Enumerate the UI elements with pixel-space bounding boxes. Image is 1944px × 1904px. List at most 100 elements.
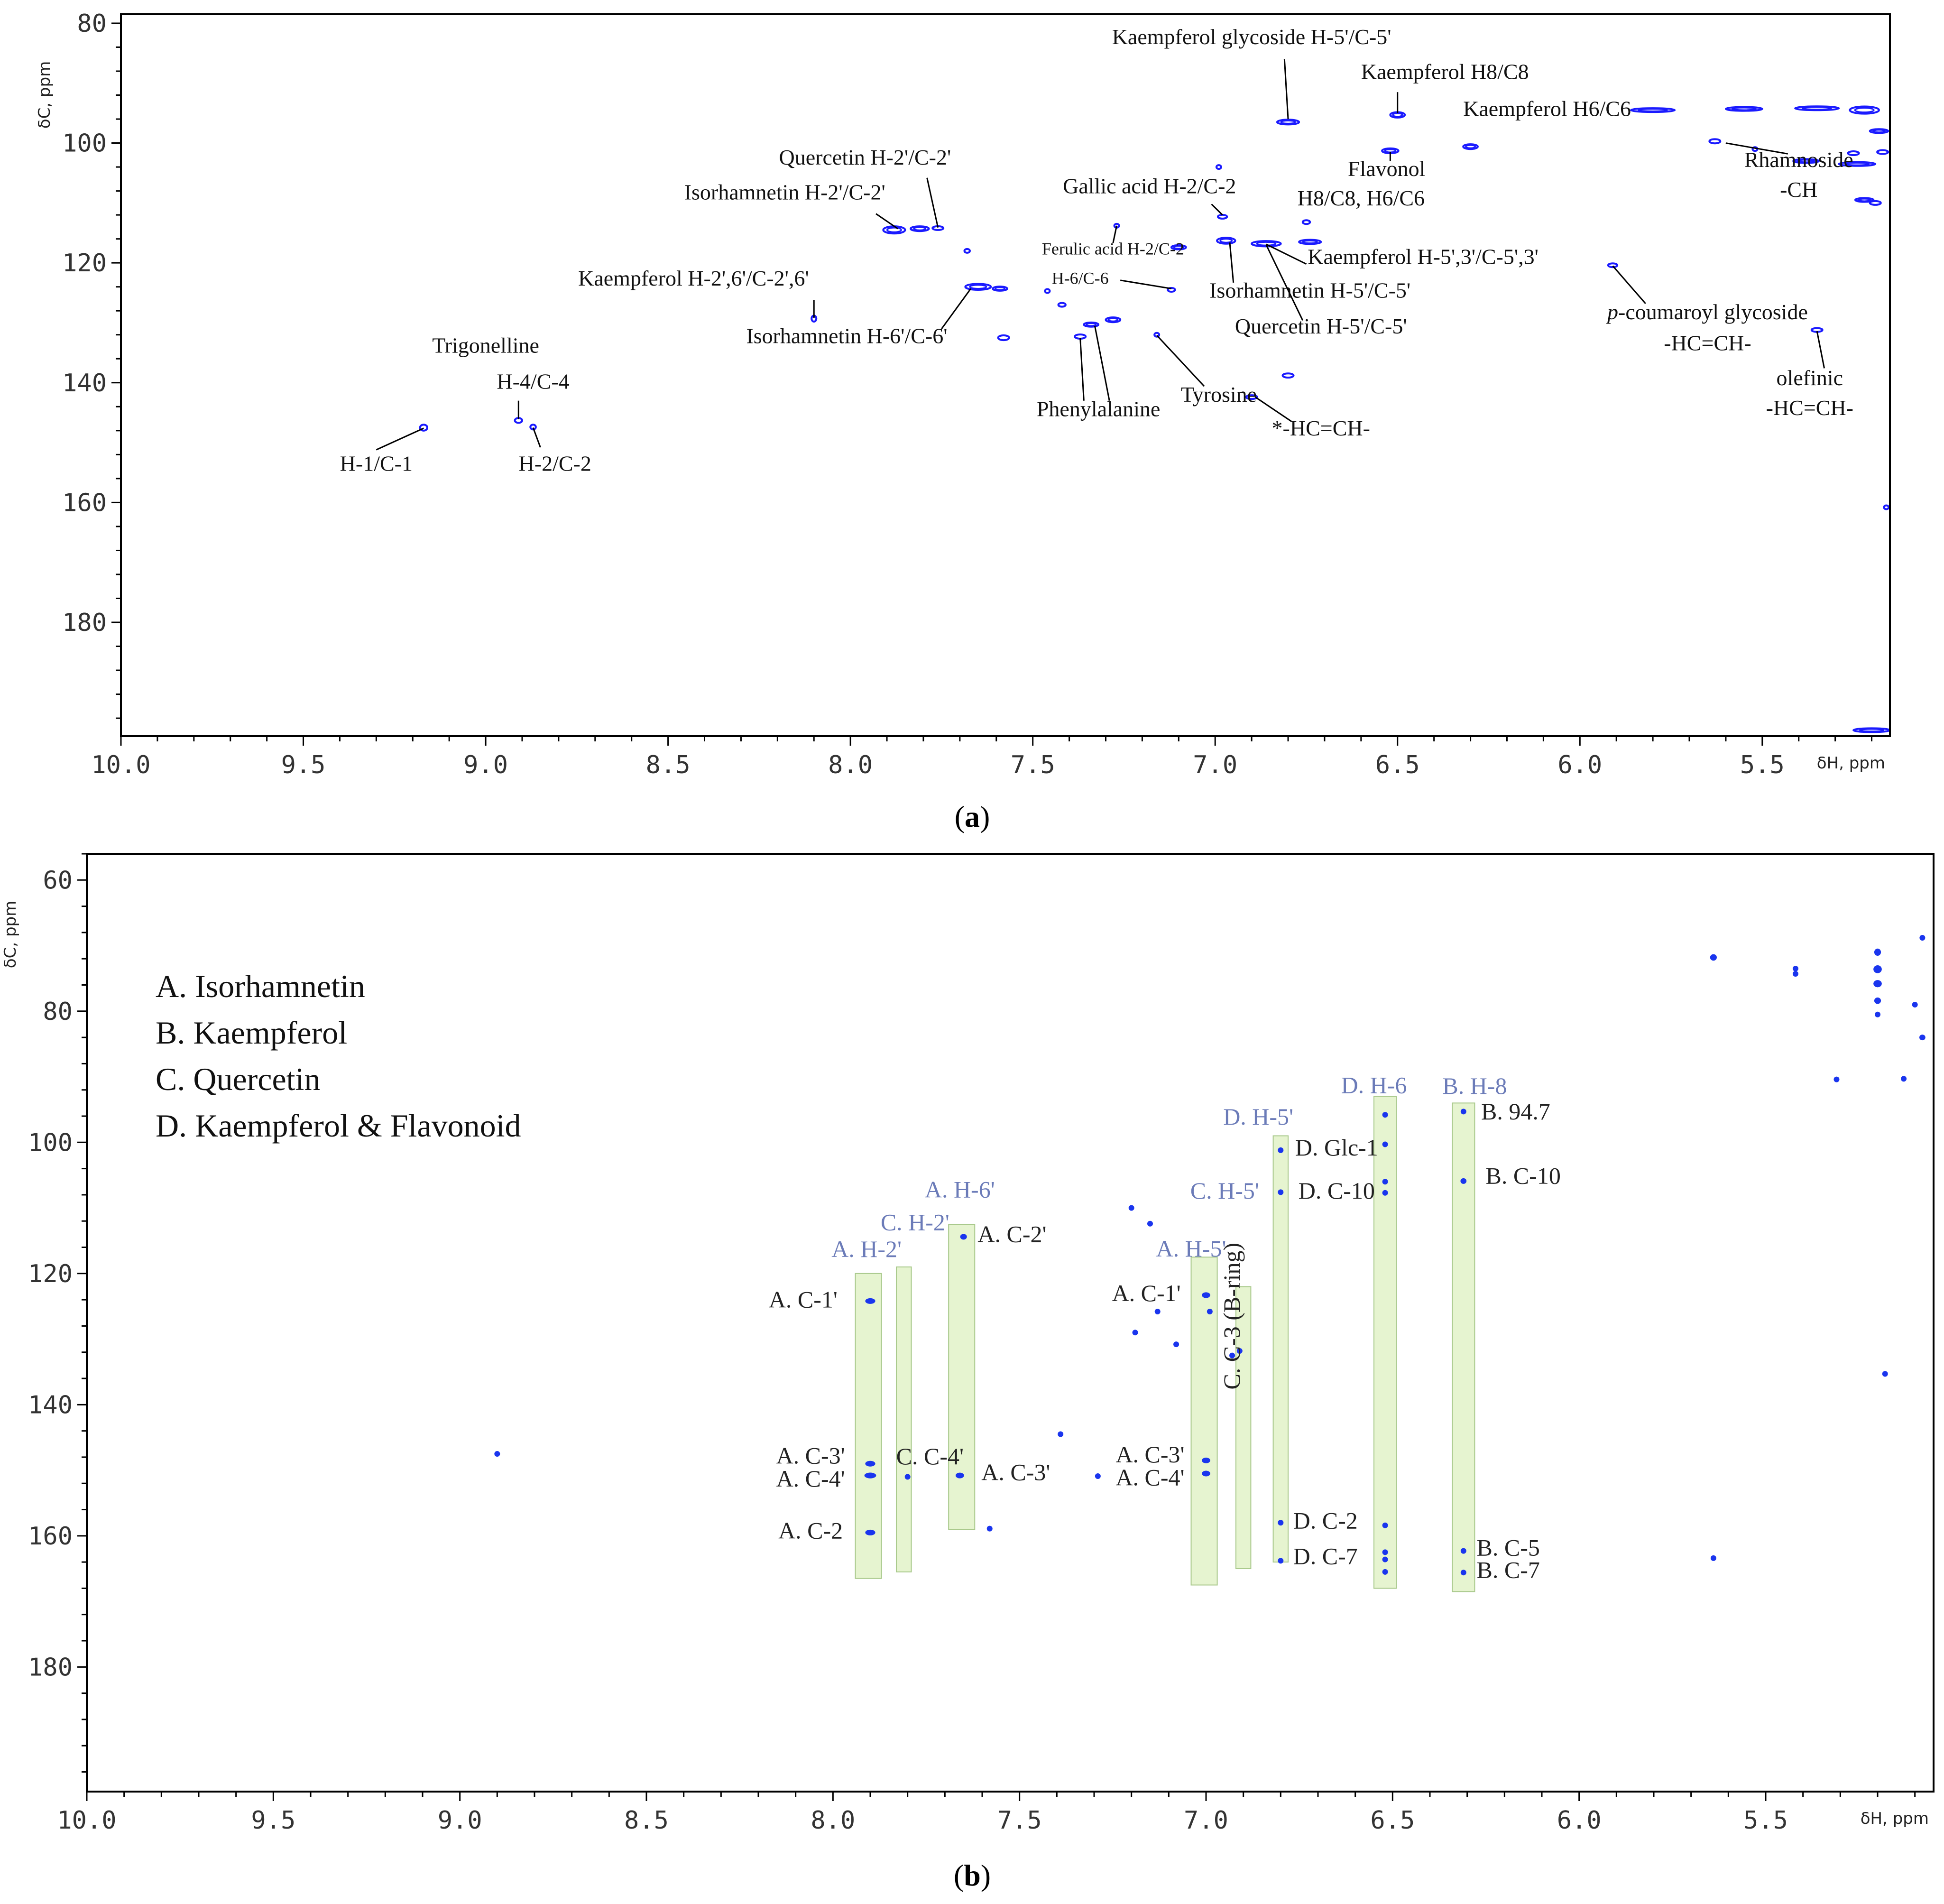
peak-23 [1216, 237, 1236, 245]
annotation-label: D. H-5' [1223, 1103, 1293, 1130]
annotation-label: A. C-1' [769, 1286, 838, 1313]
y-tick-label: 60 [43, 866, 73, 895]
peak-14 [1173, 1341, 1179, 1348]
peak-6 [910, 225, 930, 232]
panel-a-caption: (a) [955, 800, 990, 833]
annotation-leader-line [1079, 337, 1085, 401]
highlight-band-3 [948, 1224, 976, 1530]
panel-b-axes: 10.0 9.5 9.0 8.5 8.0 7.5 7.0 6.5 6.0 5.5 60 80 100 12… [1, 853, 1935, 1835]
x-tick-label: 6.0 [1557, 751, 1602, 779]
annotation-leader-line [941, 288, 972, 329]
peak-5 [904, 1474, 911, 1480]
peak-19 [1207, 1308, 1213, 1314]
annotation-leader-line [1725, 142, 1788, 155]
peak-12 [1044, 288, 1051, 294]
peak-15 [1083, 321, 1100, 328]
peak-33 [1607, 262, 1619, 268]
panel-b-caption-close: ) [981, 1858, 991, 1892]
annotation-5: H8/C8, H6/C6 [1298, 186, 1425, 210]
peak-27 [1382, 1141, 1388, 1147]
annotation-leader-line [1112, 225, 1118, 243]
annotation-6: D. H-5' [1223, 1103, 1293, 1130]
panel-b-caption-letter: b [964, 1858, 981, 1892]
annotation-15: A. C-3' [981, 1459, 1050, 1485]
x-tick-label: 9.0 [463, 751, 508, 779]
annotation-28: H-2/C-2 [519, 427, 591, 475]
annotation-20: D. Glc-1 [1295, 1134, 1378, 1161]
x-tick-label: 9.5 [281, 751, 326, 779]
peak-6 [960, 1234, 967, 1240]
annotation-19: C. C-3 (B-ring) [1218, 1243, 1245, 1390]
peak-40 [1869, 128, 1889, 134]
annotation-label: Kaempferol H-5',3'/C-5',3' [1308, 245, 1539, 269]
annotation-13: Kaempferol H-5',3'/C-5',3' [1266, 243, 1539, 269]
peak-16 [1105, 316, 1122, 323]
annotation-20: *-HC=CH- [1254, 396, 1370, 440]
peak-42 [1847, 150, 1860, 157]
legend-entry-3: C. Quercetin [156, 1061, 320, 1097]
y-axis-label: δC, ppm [1, 901, 20, 968]
peak-34 [1708, 138, 1722, 145]
peak-47 [1875, 1011, 1880, 1017]
annotation-12: H-6/C-6 [1052, 268, 1172, 289]
x-axis-label: δH, ppm [1817, 754, 1885, 773]
peak-43 [1874, 948, 1881, 956]
annotation-label: D. Glc-1 [1295, 1134, 1378, 1161]
x-tick-label: 10.0 [57, 1806, 116, 1835]
annotation-label: -CH [1780, 177, 1817, 202]
annotation-label: A. C-3' [1115, 1441, 1184, 1468]
annotation-label: Flavonol [1348, 157, 1426, 181]
peak-20 [1170, 244, 1187, 250]
panel-a-annotations: Kaempferol glycoside H-5'/C-5' Kaempferol… [340, 25, 1853, 475]
panel-a-caption-letter: a [965, 800, 980, 833]
y-tick-label: 120 [62, 249, 107, 277]
highlight-band-7 [1373, 1096, 1397, 1589]
peak-18 [1202, 1470, 1210, 1477]
panel-a-caption-close: ) [980, 800, 990, 833]
annotation-label: D. C-10 [1299, 1177, 1375, 1204]
peak-26 [1382, 1112, 1388, 1118]
peak-49 [1919, 1035, 1926, 1041]
annotation-label: A. H-2' [831, 1236, 902, 1262]
panel-a-caption-open: ( [955, 800, 965, 833]
annotation-label: Isorhamnetin H-5'/C-5' [1209, 278, 1410, 302]
annotation-22: D. C-2 [1293, 1507, 1358, 1534]
annotation-label: olefinic [1777, 366, 1843, 390]
peak-15 [1132, 1330, 1138, 1336]
annotation-label: C. H-5' [1190, 1177, 1259, 1204]
peak-33 [1382, 1569, 1388, 1575]
peak-16 [1202, 1292, 1210, 1298]
highlight-band-2 [896, 1266, 912, 1572]
annotation-label: D. C-7 [1293, 1543, 1358, 1569]
panel-b-caption-open: ( [954, 1858, 964, 1892]
annotation-label: *-HC=CH- [1272, 416, 1370, 440]
annotation-label: A. C-4' [1115, 1464, 1184, 1490]
annotation-label: C. C-3 (B-ring) [1218, 1243, 1245, 1390]
y-tick-label: 140 [62, 369, 107, 397]
annotation-label: Quercetin H-2'/C-2' [779, 145, 951, 169]
y-tick-label: 140 [28, 1391, 73, 1419]
annotation-label: Isorhamnetin H-6'/C-6' [746, 323, 947, 348]
annotation-leader-line [1211, 203, 1223, 216]
peak-47 [1869, 200, 1882, 206]
peak-38 [1794, 105, 1840, 111]
highlight-band-8 [1452, 1102, 1475, 1592]
annotation-leader-line [875, 213, 898, 230]
peak-22 [1216, 213, 1228, 220]
peak-26 [1281, 372, 1295, 379]
annotation-4: A. H-5' [1156, 1235, 1226, 1262]
peak-35 [1460, 1178, 1467, 1184]
panel-b-peaks [494, 934, 1926, 1576]
y-tick-label: 120 [28, 1260, 73, 1288]
annotation-leader-line [1254, 396, 1292, 423]
peak-45 [1873, 980, 1882, 988]
peak-28 [1382, 1179, 1388, 1185]
peak-38 [494, 1451, 500, 1457]
annotation-label: Phenylalanine [1037, 397, 1161, 421]
y-tick-label: 160 [28, 1522, 73, 1551]
annotation-label: Ferulic acid H-2/C-2 [1042, 239, 1184, 258]
annotation-label: B. C-10 [1485, 1162, 1560, 1189]
plot-frame [120, 13, 1891, 737]
annotation-16: Kaempferol H-2',6'/C-2',6' [578, 266, 815, 318]
panel-b-highlight-bands [855, 1096, 1475, 1592]
